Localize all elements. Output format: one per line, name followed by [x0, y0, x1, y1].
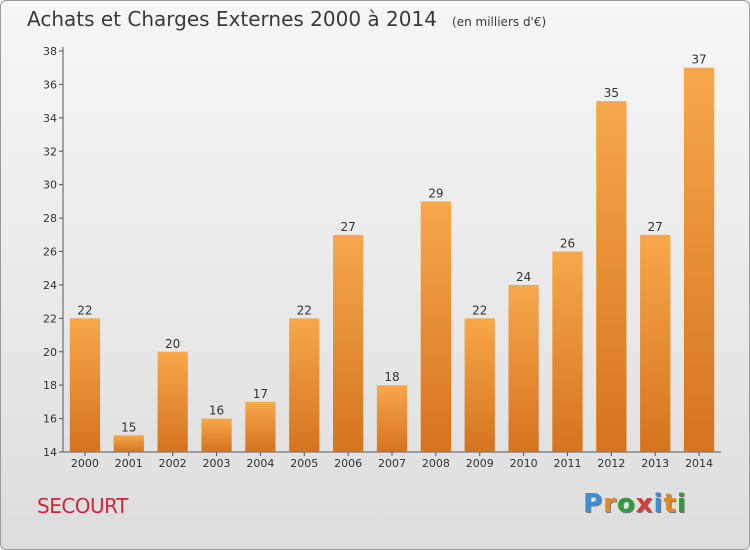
bar — [376, 385, 408, 452]
x-tick-label: 2008 — [422, 457, 450, 470]
proxiti-logo: Proxiti — [583, 489, 687, 519]
bar-value-label: 15 — [121, 420, 136, 434]
bar — [332, 234, 364, 452]
title-main: Achats et Charges Externes 2000 à 2014 — [27, 7, 437, 31]
bar-value-label: 27 — [648, 220, 663, 234]
y-tick-label: 16 — [43, 413, 57, 426]
place-name: SECOURT — [37, 494, 128, 518]
y-tick-label: 26 — [43, 246, 57, 259]
bar — [289, 318, 320, 452]
x-tick-label: 2014 — [685, 457, 713, 470]
y-tick-label: 18 — [43, 379, 57, 392]
bar-value-label: 37 — [691, 53, 706, 67]
logo-letter: t — [663, 489, 677, 519]
y-tick-label: 30 — [43, 179, 57, 192]
logo-letter: r — [603, 489, 617, 519]
bar — [420, 201, 452, 452]
bar — [464, 318, 495, 452]
bar — [113, 435, 144, 452]
bar-value-label: 22 — [77, 303, 92, 317]
bar-value-label: 24 — [516, 270, 531, 284]
x-tick-label: 2005 — [290, 457, 318, 470]
y-tick-label: 20 — [43, 346, 57, 359]
x-tick-label: 2001 — [115, 457, 143, 470]
bar-value-label: 29 — [428, 186, 443, 200]
bar — [201, 418, 232, 452]
bar — [245, 401, 276, 452]
x-tick-label: 2002 — [159, 457, 187, 470]
bar — [508, 284, 539, 452]
logo-letter: i — [653, 489, 664, 519]
bar-value-label: 20 — [165, 337, 180, 351]
y-tick-label: 14 — [43, 446, 57, 459]
bar-value-label: 27 — [340, 220, 355, 234]
x-tick-label: 2004 — [246, 457, 274, 470]
bar-value-label: 18 — [384, 370, 399, 384]
y-tick-label: 34 — [43, 112, 57, 125]
bar-value-label: 17 — [253, 387, 268, 401]
x-tick-label: 2009 — [466, 457, 494, 470]
title-unit: (en milliers d'€) — [452, 15, 547, 29]
y-tick-label: 22 — [43, 312, 57, 325]
logo-letter: P — [583, 489, 604, 519]
bar-value-label: 35 — [604, 86, 619, 100]
bar-value-label: 22 — [472, 303, 487, 317]
x-tick-label: 2000 — [71, 457, 99, 470]
chart-title: Achats et Charges Externes 2000 à 2014 (… — [27, 7, 546, 31]
y-tick-label: 36 — [43, 78, 57, 91]
logo-letter: x — [635, 489, 654, 519]
bar — [640, 234, 671, 452]
bar — [157, 351, 188, 452]
bar — [683, 67, 715, 452]
bar — [69, 318, 101, 452]
x-tick-label: 2013 — [641, 457, 669, 470]
logo-letter: o — [616, 489, 636, 519]
x-tick-label: 2006 — [334, 457, 362, 470]
bar — [552, 251, 583, 452]
bar-value-label: 26 — [560, 237, 575, 251]
y-tick-label: 38 — [43, 45, 57, 58]
y-tick-label: 24 — [43, 279, 57, 292]
logo-letter: i — [676, 489, 687, 519]
x-tick-label: 2011 — [553, 457, 581, 470]
bar — [596, 101, 627, 452]
x-tick-label: 2003 — [203, 457, 231, 470]
bar-value-label: 22 — [297, 303, 312, 317]
y-tick-label: 28 — [43, 212, 57, 225]
x-tick-label: 2007 — [378, 457, 406, 470]
y-tick-label: 32 — [43, 145, 57, 158]
x-tick-label: 2012 — [597, 457, 625, 470]
x-tick-label: 2010 — [510, 457, 538, 470]
bar-value-label: 16 — [209, 404, 224, 418]
